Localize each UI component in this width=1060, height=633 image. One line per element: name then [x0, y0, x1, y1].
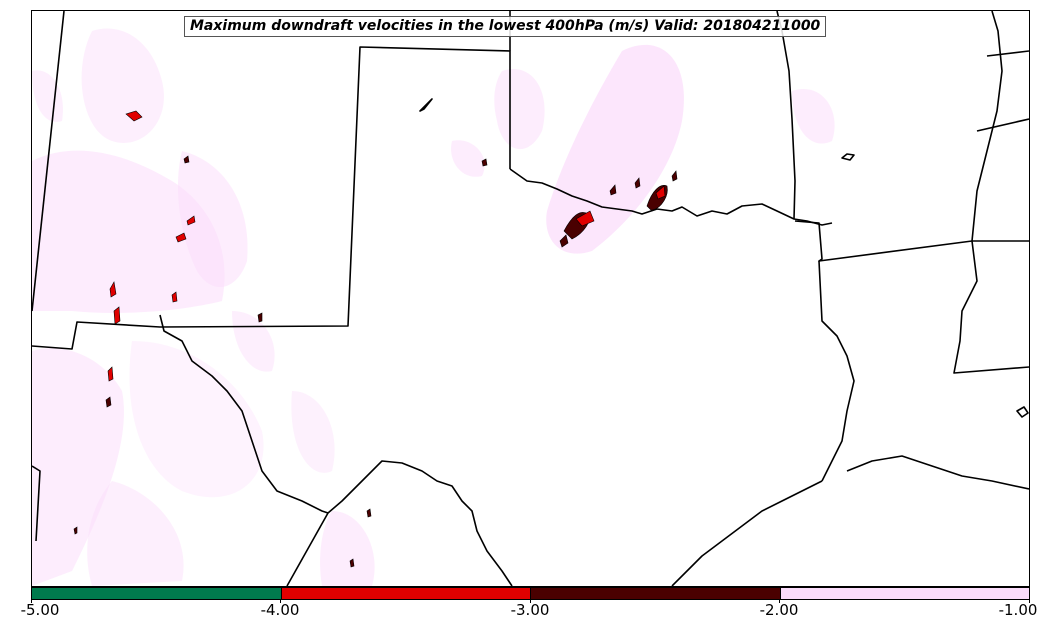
map-canvas	[32, 11, 1029, 586]
colorbar-tick-label: -4.00	[260, 601, 300, 619]
colorbar-tick-label: -5.00	[20, 601, 60, 619]
colorbar-bin-4	[779, 588, 1029, 599]
colorbar-tick-label: -3.00	[510, 601, 550, 619]
map-title: Maximum downdraft velocities in the lowe…	[184, 16, 827, 37]
colorbar-tick	[31, 599, 32, 603]
colorbar-bin-3	[530, 588, 780, 599]
colorbar-bin-1	[32, 588, 281, 599]
strong-downdraft-cells	[73, 110, 678, 568]
map-panel: Maximum downdraft velocities in the lowe…	[31, 10, 1030, 587]
colorbar-tick	[530, 599, 531, 603]
light-downdraft-shading	[32, 28, 835, 586]
colorbar-tick	[779, 599, 780, 603]
colorbar-tick	[1029, 599, 1030, 603]
colorbar-bin-2	[280, 588, 530, 599]
colorbar-tick-label: -1.00	[998, 601, 1038, 619]
colorbar-tick	[280, 599, 281, 603]
colorbar-tick-label: -2.00	[759, 601, 799, 619]
